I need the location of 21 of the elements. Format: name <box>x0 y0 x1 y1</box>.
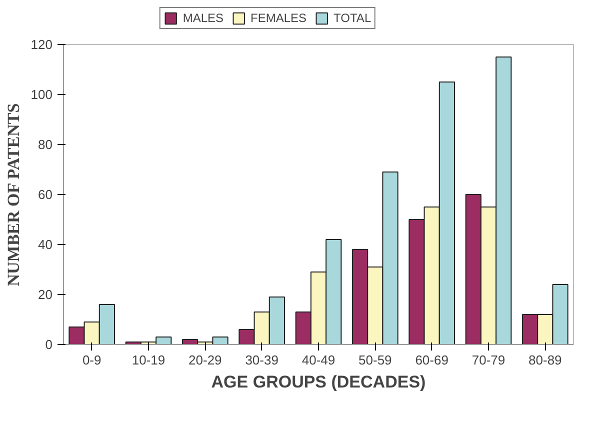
x-tick-label: 70-79 <box>472 352 506 368</box>
legend-label: MALES <box>182 11 224 25</box>
x-tick-label: 10-19 <box>132 352 166 368</box>
x-tick-label: 60-69 <box>415 352 448 368</box>
x-axis-title: AGE GROUPS (DECADES) <box>211 372 426 392</box>
y-tick-label: 20 <box>38 287 53 302</box>
x-tick-label: 20-29 <box>188 352 222 368</box>
legend-label: FEMALES <box>250 11 307 25</box>
y-tick-label: 0 <box>45 337 53 352</box>
y-tick-label: 80 <box>38 137 53 152</box>
x-tick-label: 40-49 <box>302 352 336 368</box>
y-tick-label: 40 <box>38 237 53 252</box>
y-axis-title: NUMBER OF PATENTS <box>4 103 23 286</box>
y-tick-label: 120 <box>30 37 53 52</box>
x-tick-label: 50-59 <box>358 352 392 368</box>
x-tick-label: 80-89 <box>528 352 562 368</box>
y-tick-label: 60 <box>38 187 53 202</box>
legend-label: TOTAL <box>334 11 372 25</box>
x-tick-label: 30-39 <box>245 352 278 368</box>
y-tick-label: 100 <box>30 87 53 102</box>
x-tick-label: 0-9 <box>82 352 102 368</box>
